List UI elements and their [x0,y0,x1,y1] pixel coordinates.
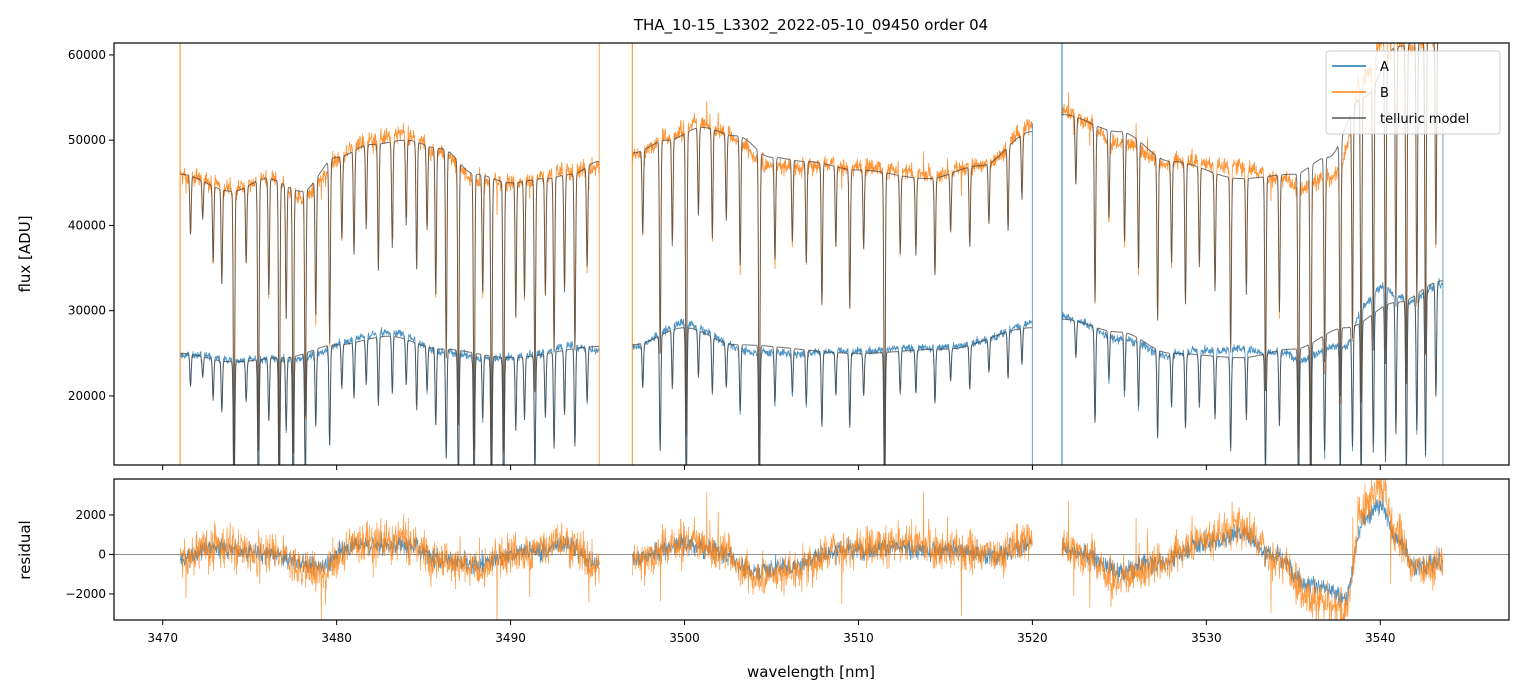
chart-title: THA_10-15_L3302_2022-05-10_09450 order 0… [633,16,988,35]
residual-ylabel: residual [16,520,34,579]
series-b-line [631,100,1033,465]
legend: A B telluric model [1325,50,1501,135]
residual-a-line [1061,496,1444,608]
telluric-model-b-line [180,139,600,465]
series-a-line [631,318,1033,465]
residual-b-line [1061,479,1444,620]
xtick-label: 3480 [321,631,352,645]
xtick-label: 3520 [1017,631,1048,645]
legend-label-a: A [1380,60,1389,75]
xtick-label: 3470 [147,631,178,645]
xlabel: wavelength [nm] [747,663,875,681]
residual-ytick-label: 2000 [75,508,106,522]
telluric-model-a-line [1062,280,1443,465]
telluric-model-b-line [632,126,1033,465]
telluric-model-a-line [180,335,600,465]
flux-ytick-label: 20000 [68,389,106,403]
flux-ylabel: flux [ADU] [16,215,34,292]
xtick-label: 3530 [1191,631,1222,645]
residual-panel-frame [113,478,1510,621]
flux-ytick-label: 50000 [68,133,106,147]
flux-ytick-label: 60000 [68,48,106,62]
telluric-model-a-line [632,327,1033,465]
series-a-line [179,327,600,465]
legend-box [1325,50,1501,135]
residual-b-line [631,491,1033,617]
xtick-label: 3540 [1365,631,1396,645]
flux-panel-data [179,43,1444,465]
residual-ytick-label: −2000 [65,587,106,601]
series-b-line [179,122,600,465]
xtick-label: 3490 [495,631,526,645]
legend-label-model: telluric model [1380,112,1469,127]
residual-panel-data [114,479,1509,620]
residual-ytick-label: 0 [98,547,106,561]
axes: 3470 3480 3490 3500 3510 3520 3530 354020000300… [65,48,1395,645]
legend-label-b: B [1380,86,1389,101]
xtick-label: 3500 [669,631,700,645]
flux-ytick-label: 40000 [68,218,106,232]
xtick-label: 3510 [843,631,874,645]
flux-panel-frame [113,42,1510,466]
residual-b-line [179,513,600,620]
flux-ytick-label: 30000 [68,304,106,318]
